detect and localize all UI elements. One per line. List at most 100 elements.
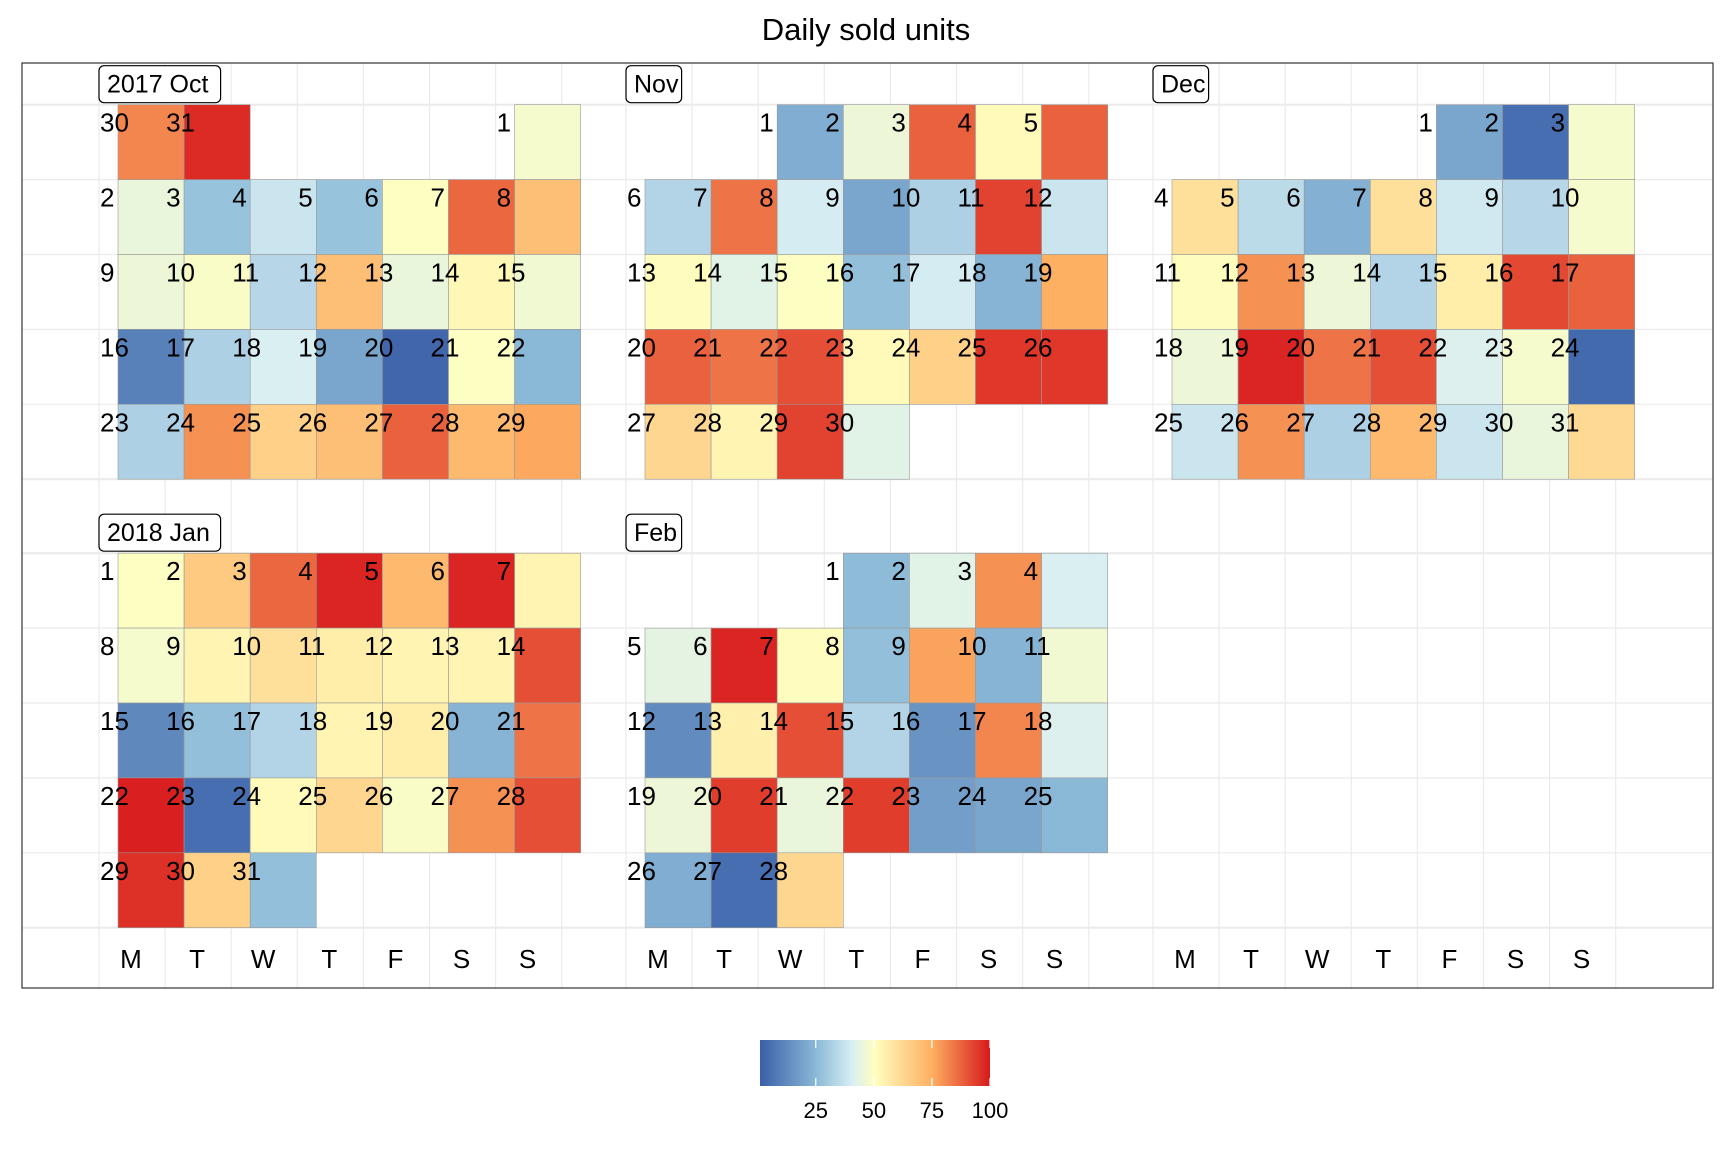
day-number-label: 16 [100,332,129,362]
month-strip-label: 2018 Jan [107,519,210,547]
heatmap-cell: 2017 Oct 5: 28 [315,179,383,255]
heatmap-cell: 2017 Oct 7: 87 [448,179,515,255]
day-number-label: 17 [958,706,987,736]
month-strip-label: Feb [634,519,677,547]
heatmap-cell: Dec 2: 5 [1502,104,1569,180]
heatmap-cell: 2018 Jan 31: 27 [249,852,317,928]
heatmap-cell: Feb 5: 44 [644,627,712,704]
heatmap-cell: Feb 4: 41 [1041,552,1108,629]
day-number-label: 28 [1352,407,1381,437]
day-number-label: 22 [759,332,788,362]
day-number-label: 3 [232,556,246,586]
heatmap-cell: Feb 1: 26 [842,552,910,629]
heatmap-cell: 2017 Oct 25: 65 [249,403,317,480]
heatmap-cell: Nov 22: 91 [776,329,844,405]
heatmap-cell: Nov 1: 22 [776,104,844,180]
heatmap-cell: Feb 23: 18 [909,777,976,854]
heatmap-cell: Nov 20: 88 [644,329,712,405]
weekday-label: S [980,944,997,974]
day-number-label: 18 [1024,706,1053,736]
day-number-label: 18 [232,332,261,362]
heatmap-cell: 2017 Oct 23: 32 [117,403,185,480]
day-number-label: 23 [891,781,920,811]
weekday-label: S [453,944,470,974]
heatmap-cell: Nov 25: 95 [975,329,1042,405]
heatmap-cell: 2018 Jan 5: 72 [382,552,449,629]
day-number-label: 3 [166,183,180,213]
day-number-label: 24 [958,781,987,811]
month-strip-box [625,65,683,104]
day-number-label: 1 [759,108,773,138]
heatmap-cell: 2017 Oct 8: 70 [514,179,581,255]
day-number-label: 29 [100,856,129,886]
day-number-label: 1 [100,556,114,586]
heatmap-cell: Nov 29: 93 [776,403,844,480]
day-number-label: 24 [232,781,261,811]
heatmap-cell: Nov 12: 38 [1041,179,1108,255]
heatmap-cell: Dec 9: 34 [1502,179,1569,255]
day-number-label: 17 [1551,258,1580,288]
month-strips: 2017 Oct Nov Dec 2018 Jan Feb [98,65,1210,552]
month-strip-box [98,513,222,552]
day-number-label: 31 [166,108,195,138]
day-number-label: 8 [759,183,773,213]
day-number-label: 4 [958,108,972,138]
day-number-label: 23 [825,332,854,362]
day-number-label: 29 [1418,407,1447,437]
heatmap-cell: 2018 Jan 17: 33 [249,702,317,779]
weekday-label: T [1243,944,1259,974]
heatmap-cell: Feb 13: 55 [710,702,778,779]
heatmap-cell: Dec 15: 56 [1436,254,1503,330]
heatmap-cell: Feb 8: 27 [842,627,910,704]
heatmap-cell: 2017 Oct 11: 34 [249,254,317,330]
heatmap-cell: 2017 Oct 26: 70 [315,403,383,480]
heatmap-cell: Dec 27: 32 [1303,403,1371,480]
day-number-label: 16 [825,258,854,288]
day-number-label: 21 [431,332,460,362]
day-number-label: 13 [364,258,393,288]
heatmap-cell: Nov 8: 40 [776,179,844,255]
day-number-label: 24 [891,332,920,362]
weekday-label: S [1046,944,1063,974]
heatmap-cell: 2017 Oct 1: 48 [514,104,581,180]
day-number-label: 9 [1485,183,1499,213]
day-number-label: 20 [693,781,722,811]
heatmap-cell: Dec 12: 80 [1237,254,1305,330]
day-number-label: 15 [1418,258,1447,288]
month-strip-label: 2017 Oct [107,71,209,99]
heatmap-cell: 2017 Oct 24: 80 [183,403,251,480]
day-number-label: 15 [825,706,854,736]
day-number-label: 13 [693,706,722,736]
month-strip-box [1152,65,1210,104]
day-number-label: 24 [1551,332,1580,362]
day-number-label: 23 [100,407,129,437]
heatmap-cell: Dec 25: 38 [1171,403,1239,480]
day-number-label: 27 [627,407,656,437]
heatmap-cell: Nov 15: 50 [776,254,844,330]
heatmap-cell: Feb 11: 47 [1041,627,1108,704]
heatmap-cells: 2017 Oct 1: 48 2017 Oct 2: 452017 Oct 3: … [117,104,1635,928]
day-number-label: 22 [497,332,526,362]
day-number-label: 8 [497,183,511,213]
day-number-label: 12 [627,706,656,736]
day-number-label: 3 [1551,108,1565,138]
heatmap-cell: 2017 Oct 2: 45 [117,179,185,255]
day-number-label: 16 [891,706,920,736]
day-number-label: 7 [497,556,511,586]
day-number-label: 12 [364,631,393,661]
day-number-label: 25 [1024,781,1053,811]
day-number-label: 25 [232,407,261,437]
day-number-label: 6 [1286,183,1300,213]
day-number-label: 13 [1286,258,1315,288]
heatmap-cell: Dec 13: 46 [1303,254,1371,330]
heatmap-cell: 2018 Jan 4: 98 [315,552,383,629]
heatmap-cell: Feb 14: 91 [776,702,844,779]
heatmap-cell: Nov 6: 33 [644,179,712,255]
heatmap-cell: 2017 Oct 6: 50 [382,179,449,255]
heatmap-cell: Feb 7: 51 [776,627,844,704]
day-number-label: 5 [1220,183,1234,213]
heatmap-cell: Nov 18: 24 [975,254,1042,330]
day-number-label: 5 [627,631,641,661]
day-number-label: 27 [364,407,393,437]
